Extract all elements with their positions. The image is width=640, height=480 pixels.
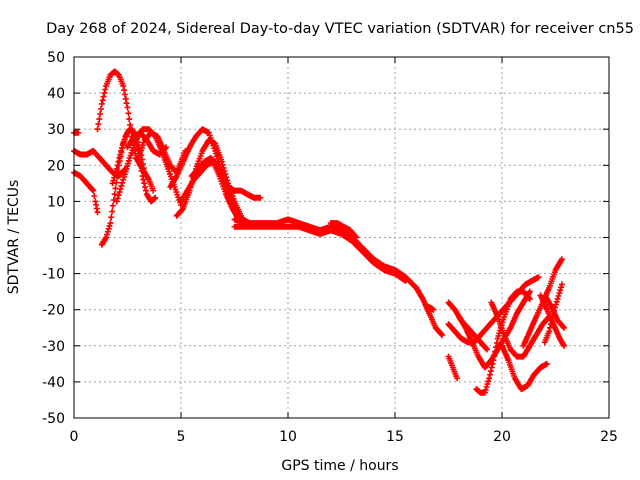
- data-series-arc-17: [413, 285, 446, 338]
- y-tick-label: -30: [42, 339, 65, 355]
- y-tick-label: 40: [47, 86, 65, 102]
- data-series-arc-16: [327, 220, 360, 241]
- data-series-arc-20: [445, 353, 461, 382]
- point-markers: [541, 292, 568, 331]
- point-markers: [537, 292, 568, 349]
- y-tick-label: -20: [42, 303, 65, 319]
- y-tick-label: -40: [42, 375, 65, 391]
- x-tick-label: 25: [600, 429, 618, 445]
- data-series-arc-22: [456, 288, 533, 371]
- data-series-arc-24: [488, 299, 553, 360]
- point-markers: [109, 126, 159, 205]
- chart-title: Day 268 of 2024, Sidereal Day-to-day VTE…: [46, 21, 634, 37]
- y-tick-label: -10: [42, 267, 65, 283]
- x-tick-label: 10: [279, 429, 297, 445]
- data-points: [71, 68, 568, 396]
- data-series-arc-28: [537, 292, 568, 349]
- point-markers: [445, 353, 461, 382]
- point-markers: [499, 342, 550, 393]
- data-series-arc-6: [109, 126, 159, 205]
- data-series-arc-25: [499, 342, 550, 393]
- y-tick-label: 50: [47, 50, 65, 66]
- data-series-arc-29: [541, 292, 568, 331]
- x-tick-label: 20: [493, 429, 511, 445]
- point-markers: [231, 223, 409, 284]
- y-tick-label: -50: [42, 411, 65, 427]
- y-axis-label: SDTVAR / TECUs: [6, 180, 22, 295]
- point-markers: [456, 288, 533, 371]
- y-tick-label: 10: [47, 194, 65, 210]
- data-series-arc-15: [231, 223, 409, 284]
- y-tick-label: 30: [47, 122, 65, 138]
- x-tick-label: 15: [386, 429, 404, 445]
- point-markers: [488, 299, 553, 360]
- data-series-arc-18: [424, 303, 437, 313]
- x-tick-label: 5: [177, 429, 186, 445]
- x-axis-label: GPS time / hours: [281, 458, 398, 474]
- point-markers: [424, 303, 437, 313]
- plot-frame: [73, 56, 610, 419]
- y-tick-label: 20: [47, 158, 65, 174]
- point-markers: [413, 285, 446, 338]
- x-tick-label: 0: [70, 429, 79, 445]
- point-markers: [327, 220, 360, 241]
- y-tick-label: 0: [56, 231, 65, 247]
